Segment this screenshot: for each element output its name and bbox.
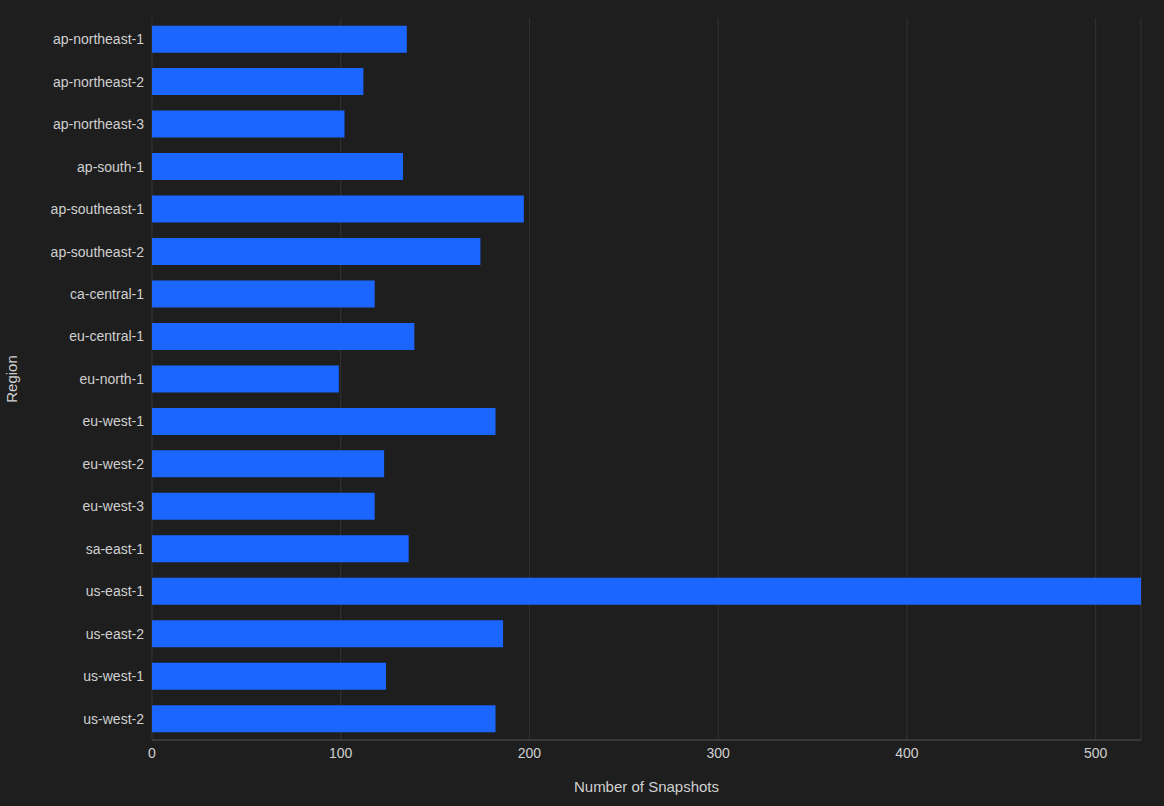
svg-text:Region: Region — [8, 355, 20, 403]
svg-text:eu-north-1: eu-north-1 — [79, 371, 144, 387]
svg-text:ap-northeast-1: ap-northeast-1 — [53, 31, 144, 47]
svg-text:us-west-1: us-west-1 — [83, 668, 144, 684]
svg-text:eu-west-1: eu-west-1 — [83, 413, 145, 429]
svg-text:Number of Snapshots: Number of Snapshots — [574, 778, 719, 795]
svg-text:300: 300 — [707, 745, 731, 761]
svg-text:eu-central-1: eu-central-1 — [69, 328, 144, 344]
svg-text:sa-east-1: sa-east-1 — [86, 541, 145, 557]
svg-text:ap-south-1: ap-south-1 — [77, 159, 144, 175]
svg-text:ca-central-1: ca-central-1 — [70, 286, 144, 302]
svg-text:ap-southeast-1: ap-southeast-1 — [51, 201, 145, 217]
svg-text:eu-west-2: eu-west-2 — [83, 456, 145, 472]
svg-text:eu-west-3: eu-west-3 — [83, 498, 145, 514]
svg-text:us-east-1: us-east-1 — [86, 583, 145, 599]
svg-text:100: 100 — [329, 745, 353, 761]
svg-text:0: 0 — [148, 745, 156, 761]
svg-text:us-east-2: us-east-2 — [86, 626, 145, 642]
svg-text:400: 400 — [895, 745, 919, 761]
svg-text:ap-northeast-2: ap-northeast-2 — [53, 74, 144, 90]
svg-text:500: 500 — [1084, 745, 1108, 761]
svg-text:200: 200 — [518, 745, 542, 761]
svg-text:ap-southeast-2: ap-southeast-2 — [51, 244, 145, 260]
svg-text:us-west-2: us-west-2 — [83, 711, 144, 727]
svg-text:ap-northeast-3: ap-northeast-3 — [53, 116, 144, 132]
